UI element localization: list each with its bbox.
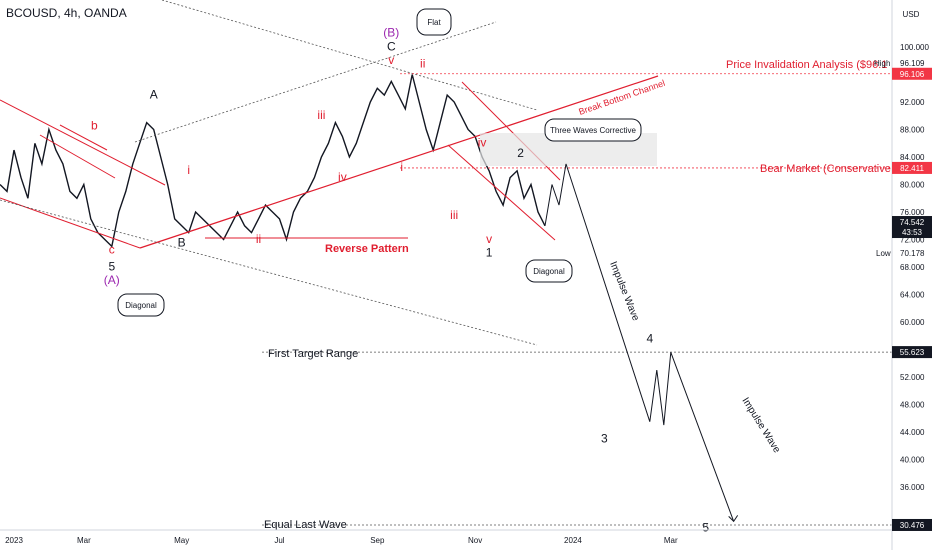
wave-label-18: 1 xyxy=(486,246,493,260)
diagonal-left-label: Diagonal xyxy=(125,301,157,310)
y-tick-label-12: 44.000 xyxy=(900,428,925,437)
wave-label-11: C xyxy=(387,39,396,53)
price-badge-label-4: 30.476 xyxy=(900,521,925,530)
flat-channel-dotted xyxy=(134,21,497,143)
price-badge-label-0: 96.106 xyxy=(900,70,925,79)
y-tick-label-13: 40.000 xyxy=(900,456,925,465)
currency-label: USD xyxy=(903,10,920,19)
y-tick-label-0: 100.000 xyxy=(900,43,929,52)
high-value: 96.109 xyxy=(900,59,925,68)
flat-bubble xyxy=(416,8,452,36)
symbol-title: BCOUSD, 4h, OANDA xyxy=(6,6,127,20)
projection-arrowhead xyxy=(728,515,739,523)
low-value: 70.178 xyxy=(900,249,925,258)
wave-label-15: iii xyxy=(450,208,458,222)
y-tick-label-9: 60.000 xyxy=(900,318,925,327)
price-badge-1 xyxy=(892,161,932,174)
y-tick-label-4: 80.000 xyxy=(900,181,925,190)
wave-label-3: 5 xyxy=(108,259,115,273)
impulse-wave-label-2: Impulse Wave xyxy=(739,396,782,456)
y-tick-label-8: 64.000 xyxy=(900,291,925,300)
diagonal-lower xyxy=(447,144,556,241)
wave-label-8: iii xyxy=(317,108,325,122)
equal-last-wave-label: Equal Last Wave xyxy=(264,519,347,531)
bear-market-label: Bear Market (Conservative IDEA) xyxy=(760,163,923,175)
wave-label-19: 2 xyxy=(517,146,524,160)
x-tick-label-3: Jul xyxy=(274,536,284,545)
price-badge-4 xyxy=(892,518,932,531)
wave-label-2: c xyxy=(109,242,115,256)
price-badge-sub-2: 43:53 xyxy=(902,228,923,237)
wave-label-9: iv xyxy=(338,170,347,184)
small-channel-a xyxy=(39,134,116,179)
x-tick-label-1: Mar xyxy=(77,536,91,545)
red-channel-upper xyxy=(0,99,166,186)
price-badge-label-2: 74.542 xyxy=(900,218,925,227)
x-tick-label-6: 2024 xyxy=(564,536,582,545)
wave-label-6: i xyxy=(187,163,190,177)
price-badge-3 xyxy=(892,346,932,359)
small-channel-b xyxy=(59,124,108,151)
wave-label-5: B xyxy=(178,235,186,249)
wave-label-14: i xyxy=(400,160,403,174)
y-tick-label-2: 88.000 xyxy=(900,126,925,135)
wave-label-21: 4 xyxy=(646,332,653,346)
high-label: High xyxy=(874,59,890,68)
diagonal-right-label: Diagonal xyxy=(533,267,565,276)
first-target-label: First Target Range xyxy=(268,348,358,360)
x-tick-label-5: Nov xyxy=(468,536,482,545)
flat-label: Flat xyxy=(427,18,441,27)
wave-label-1: A xyxy=(150,88,158,102)
y-tick-label-6: 72.000 xyxy=(900,236,925,245)
wave-label-10: v xyxy=(388,53,394,67)
price-badge-2 xyxy=(892,216,932,239)
wave-label-16: iv xyxy=(478,136,487,150)
wave-label-12: (B) xyxy=(383,26,399,40)
upper-trend-dotted xyxy=(161,0,538,111)
y-tick-label-3: 84.000 xyxy=(900,153,925,162)
y-tick-label-10: 52.000 xyxy=(900,373,925,382)
break-bottom-channel-line xyxy=(139,75,659,249)
low-label: Low xyxy=(876,249,891,258)
diagonal-left-bubble xyxy=(117,293,165,317)
lower-trend-dotted xyxy=(0,199,538,346)
x-tick-label-2: May xyxy=(174,536,189,545)
three-waves-bubble xyxy=(544,118,642,142)
break-bottom-label: Break Bottom Channel xyxy=(577,78,666,117)
wave-label-17: v xyxy=(486,232,492,246)
price-badge-label-3: 55.623 xyxy=(900,348,925,357)
projection-path xyxy=(544,163,735,522)
wave-label-7: ii xyxy=(256,232,261,246)
price-series xyxy=(0,74,546,248)
price-badge-label-1: 82.411 xyxy=(900,164,924,173)
price-invalidation-label: Price Invalidation Analysis ($96.1 xyxy=(726,59,887,71)
wave-label-13: ii xyxy=(420,57,425,71)
reverse-pattern-label: Reverse Pattern xyxy=(325,243,409,255)
y-tick-label-1: 92.000 xyxy=(900,98,925,107)
x-tick-label-7: Mar xyxy=(664,536,678,545)
price-badge-0 xyxy=(892,67,932,80)
y-tick-label-14: 36.000 xyxy=(900,483,925,492)
impulse-wave-label-1: Impulse Wave xyxy=(607,260,641,323)
x-tick-label-4: Sep xyxy=(370,536,385,545)
y-tick-label-7: 68.000 xyxy=(900,263,925,272)
diagonal-right-bubble xyxy=(525,259,573,283)
wave-label-22: 5 xyxy=(702,521,709,535)
y-tick-label-11: 48.000 xyxy=(900,401,925,410)
wave-label-0: b xyxy=(91,119,98,133)
three-waves-label: Three Waves Corrective xyxy=(550,126,637,135)
price-axis-bg xyxy=(892,0,932,550)
x-tick-label-0: 2023 xyxy=(5,536,23,545)
wave-label-20: 3 xyxy=(601,431,608,445)
wave-label-4: (A) xyxy=(104,273,120,287)
y-tick-label-5: 76.000 xyxy=(900,208,925,217)
